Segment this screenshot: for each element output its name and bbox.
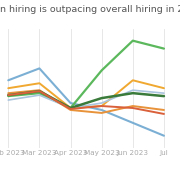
Text: n hiring is outpacing overall hiring in 2: n hiring is outpacing overall hiring in … xyxy=(0,5,180,14)
